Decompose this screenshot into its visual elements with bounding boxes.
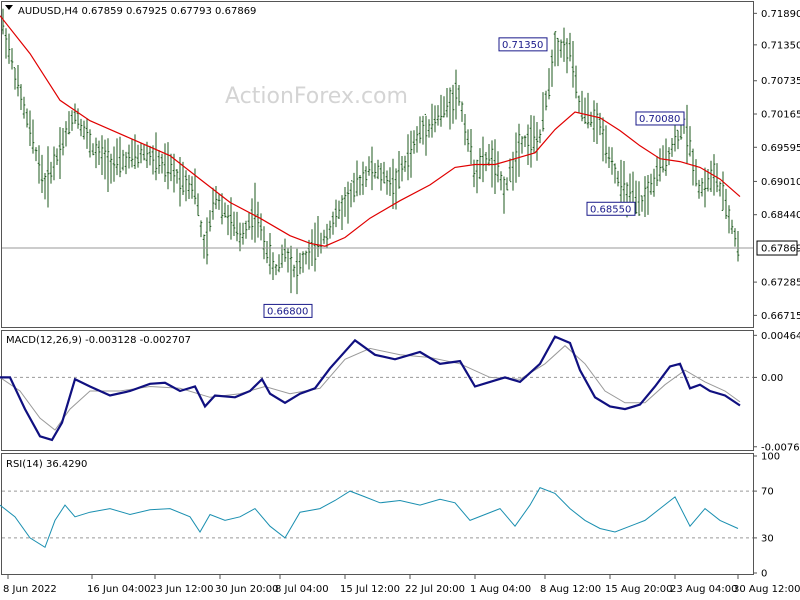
annotation-label: 0.68550 bbox=[590, 204, 631, 215]
price-tick-label: 0.71350 bbox=[761, 40, 800, 51]
price-tick-label: 0.69010 bbox=[761, 177, 800, 188]
rsi-panel-frame bbox=[1, 453, 754, 575]
time-tick-label: 30 Jun 20:00 bbox=[215, 584, 279, 595]
price-annotations: 0.66800 0.71350 0.68550 0.70080 bbox=[263, 37, 685, 318]
macd-panel-frame bbox=[1, 330, 754, 451]
time-tick-label: 30 Aug 12:00 bbox=[733, 584, 800, 595]
annotation-box bbox=[263, 303, 313, 318]
time-tick-label: 16 Jun 04:00 bbox=[87, 584, 151, 595]
rsi-tick-label: 70 bbox=[761, 487, 774, 498]
rsi-tick-label: 0 bbox=[761, 569, 767, 580]
annotation-box bbox=[586, 201, 636, 216]
macd-main-line bbox=[0, 335, 741, 442]
price-axis: 0.71890 0.71350 0.70735 0.70165 0.69595 0.690… bbox=[753, 9, 800, 322]
annotation-label: 0.71350 bbox=[502, 40, 543, 51]
time-tick-label: 1 Aug 04:00 bbox=[470, 584, 531, 595]
price-tick-label: 0.69595 bbox=[761, 143, 800, 154]
macd-panel-header: MACD(12,26,9) -0.003128 -0.002707 bbox=[6, 335, 191, 346]
price-tick-label: 0.66715 bbox=[761, 311, 800, 322]
rsi-levels bbox=[2, 490, 753, 539]
time-axis: 8 Jun 2022 16 Jun 04:00 23 Jun 12:00 30 Jun… bbox=[3, 575, 800, 595]
macd-tick-label: 0.004643 bbox=[761, 331, 800, 342]
annotation-label: 0.66800 bbox=[267, 306, 308, 317]
price-panel-header: AUDUSD,H4 0.67859 0.67925 0.67793 0.6786… bbox=[18, 6, 256, 17]
moving-average-line bbox=[0, 15, 741, 247]
time-tick-label: 23 Jun 12:00 bbox=[150, 584, 214, 595]
price-tick-label: 0.71890 bbox=[761, 9, 800, 20]
price-tick-label: 0.70735 bbox=[761, 76, 800, 87]
price-panel-frame bbox=[1, 1, 754, 328]
dropdown-triangle-icon bbox=[5, 5, 13, 10]
macd-signal-line bbox=[0, 345, 741, 431]
price-tick-label: 0.68440 bbox=[761, 210, 800, 221]
time-tick-label: 15 Aug 20:00 bbox=[605, 584, 672, 595]
annotation-box bbox=[635, 111, 685, 126]
macd-axis: 0.004643 0.00 -0.007653 bbox=[753, 331, 800, 453]
macd-tick-label: 0.00 bbox=[761, 373, 783, 384]
rsi-tick-label: 100 bbox=[761, 452, 780, 463]
time-tick-label: 15 Jul 12:00 bbox=[340, 584, 400, 595]
time-tick-label: 8 Jun 2022 bbox=[3, 584, 57, 595]
current-price-label: 0.67869 bbox=[761, 244, 800, 255]
price-tick-label: 0.67285 bbox=[761, 278, 800, 289]
current-price-box bbox=[756, 240, 798, 256]
time-tick-label: 8 Jul 04:00 bbox=[275, 584, 329, 595]
price-candles bbox=[1, 8, 740, 295]
rsi-axis: 100 70 30 0 bbox=[753, 452, 780, 580]
price-tick-label: 0.70165 bbox=[761, 110, 800, 121]
time-tick-label: 23 Aug 04:00 bbox=[670, 584, 737, 595]
macd-tick-label: -0.007653 bbox=[761, 442, 800, 453]
rsi-line bbox=[0, 486, 739, 549]
time-tick-label: 22 Jul 20:00 bbox=[405, 584, 465, 595]
annotation-box bbox=[498, 37, 548, 52]
annotation-label: 0.70080 bbox=[639, 114, 680, 125]
time-tick-label: 8 Aug 12:00 bbox=[540, 584, 601, 595]
watermark-text: ActionForex.com bbox=[225, 84, 408, 109]
rsi-tick-label: 30 bbox=[761, 533, 774, 544]
rsi-panel-header: RSI(14) 36.4290 bbox=[6, 459, 87, 470]
